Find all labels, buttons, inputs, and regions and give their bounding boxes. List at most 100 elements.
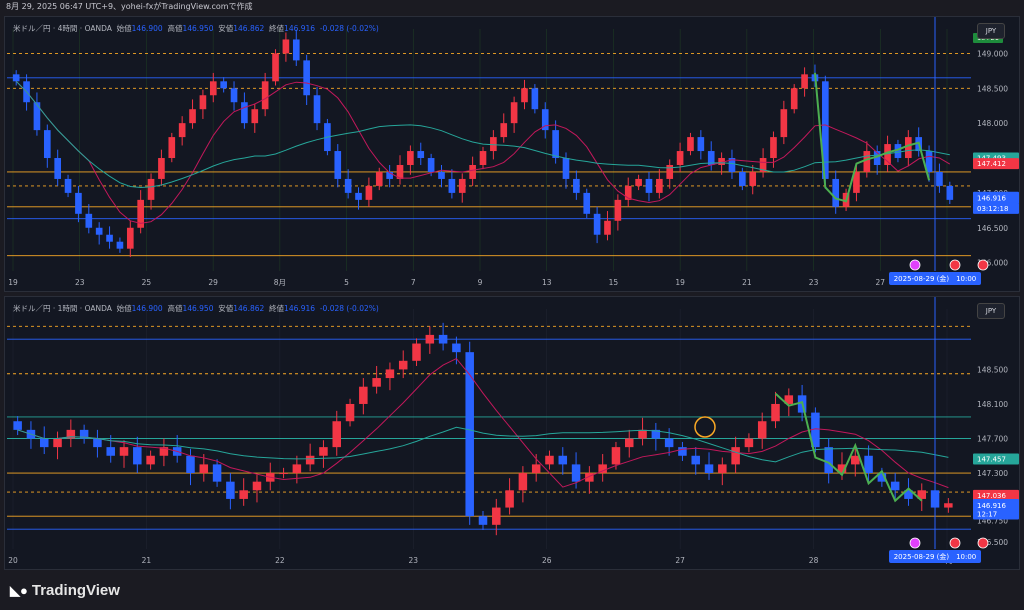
y-tick-label: 147.300 <box>977 469 1008 478</box>
candle <box>146 455 155 465</box>
candle <box>759 158 767 172</box>
price-tag-text: 03:12:18 <box>977 205 1008 213</box>
candle <box>731 447 740 465</box>
chart-panel-4h[interactable]: 米ドル／円 · 4時間 · OANDA 始値146.900 高値146.950 … <box>4 16 1020 292</box>
candle <box>199 464 209 474</box>
candle <box>851 455 860 465</box>
chart-panel-1h[interactable]: 米ドル／円 · 1時間 · OANDA 始値146.900 高値146.950 … <box>4 296 1020 570</box>
candle <box>95 227 103 235</box>
candle <box>75 192 82 214</box>
candle <box>917 490 927 499</box>
candle <box>251 109 259 124</box>
x-tick-label: 15 <box>609 278 619 287</box>
candle <box>334 151 342 179</box>
candle <box>598 464 607 474</box>
price-tag-text: 146.916 <box>977 502 1006 510</box>
price-tag-text: 147.036 <box>977 492 1006 500</box>
y-tick-label: 146.500 <box>977 538 1008 547</box>
x-tick-label: 8月 <box>274 278 286 287</box>
candle <box>230 88 238 103</box>
candle <box>624 185 632 200</box>
ma-fast-line <box>15 80 951 224</box>
price-tag <box>973 158 1019 170</box>
x-tick-label: 19 <box>8 278 18 287</box>
candle <box>946 185 954 200</box>
x-tick-label: 27 <box>876 278 886 287</box>
candle <box>93 438 102 448</box>
candle <box>811 412 820 448</box>
candle <box>864 455 873 474</box>
x-tick-label: 22 <box>275 556 285 565</box>
currency-button[interactable]: JPY <box>977 23 1005 39</box>
candle <box>452 343 461 353</box>
candle <box>545 455 554 465</box>
candle <box>427 158 435 172</box>
candle <box>359 386 368 404</box>
candle <box>126 227 134 249</box>
candle <box>691 455 700 465</box>
candle <box>718 464 727 474</box>
candle <box>664 438 674 448</box>
y-tick-label: 146.750 <box>977 517 1008 526</box>
price-tag <box>973 489 1019 501</box>
x-tick-label: 28 <box>809 556 819 565</box>
x-tick-label: 26 <box>542 556 552 565</box>
candle <box>770 137 777 159</box>
crosshair-time-text: 2025-08-29 (金) 10:00 <box>894 274 977 283</box>
candle <box>355 192 362 200</box>
candle <box>894 144 902 159</box>
candle <box>261 81 269 110</box>
candle <box>562 158 570 179</box>
candle <box>925 151 933 172</box>
candle <box>305 455 315 465</box>
x-tick-label: 5 <box>344 278 349 287</box>
price-tag <box>973 192 1019 204</box>
candle <box>158 158 165 179</box>
candle <box>873 151 881 165</box>
candle <box>583 192 591 214</box>
candle <box>614 199 622 221</box>
x-tick-label: 29 <box>208 278 218 287</box>
candle <box>79 429 89 439</box>
y-tick-label: 148.000 <box>977 119 1008 128</box>
candle <box>282 39 290 54</box>
chart-legend: 米ドル／円 · 4時間 · OANDA 始値146.900 高値146.950 … <box>13 24 379 33</box>
candle <box>666 164 674 179</box>
y-tick-label: 149.000 <box>977 49 1008 58</box>
candle <box>801 74 808 89</box>
ma-slow-line <box>15 80 950 189</box>
candle <box>398 360 408 370</box>
price-tag-text: 147.457 <box>977 455 1006 463</box>
candle <box>458 178 466 193</box>
candle <box>552 130 559 159</box>
candle <box>656 178 663 193</box>
x-tick-label: 7 <box>411 278 416 287</box>
candle <box>635 178 642 186</box>
x-tick-label: 20 <box>8 556 18 565</box>
candle <box>771 403 780 422</box>
candle <box>500 123 508 138</box>
price-tag <box>973 508 1019 520</box>
y-tick-label: 146.000 <box>977 259 1008 268</box>
candle <box>407 151 414 165</box>
ma-fast-line <box>17 357 949 489</box>
currency-button[interactable]: JPY <box>977 303 1005 319</box>
candle <box>448 178 456 193</box>
candle <box>510 102 518 124</box>
candle <box>386 171 393 179</box>
candle <box>303 60 310 96</box>
highlight-circle <box>694 416 716 438</box>
x-tick-label: 13 <box>542 278 552 287</box>
candle <box>780 109 788 138</box>
candle <box>209 81 217 96</box>
x-tick-label: 23 <box>75 278 85 287</box>
candle <box>372 378 381 387</box>
candle <box>707 151 715 165</box>
tradingview-logo[interactable]: ◣● TradingView <box>10 582 120 599</box>
candle <box>558 455 568 465</box>
crosshair-time-text: 2025-08-29 (金) 10:00 <box>894 552 977 561</box>
candle <box>220 81 227 89</box>
candle <box>43 130 51 159</box>
wave-line <box>774 392 923 503</box>
candle <box>332 421 342 448</box>
